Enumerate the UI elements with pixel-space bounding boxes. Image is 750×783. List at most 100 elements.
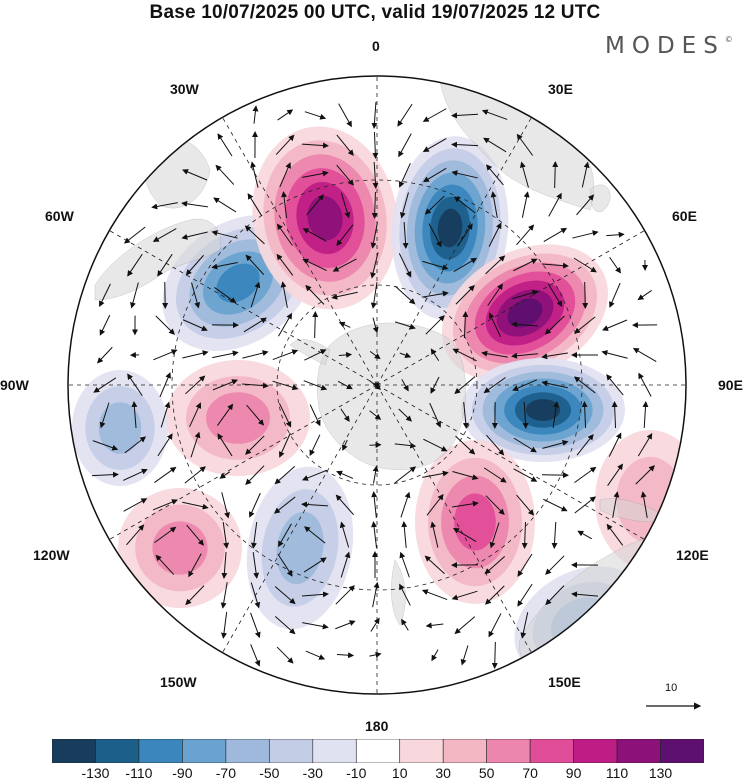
wind-vector: [181, 200, 208, 208]
wind-vector: [301, 469, 328, 481]
label-lon-90e: 90E: [718, 377, 743, 393]
wind-vector: [244, 225, 265, 245]
wind-vector: [422, 470, 449, 478]
wind-vector: [488, 613, 502, 638]
wind-vector: [152, 228, 177, 242]
wind-vector: [491, 641, 498, 669]
wind-vector: [188, 553, 202, 578]
wind-vector: [513, 258, 538, 272]
meridian-line: [376, 384, 645, 540]
wind-vector: [336, 134, 354, 156]
wind-vector: [246, 404, 265, 426]
wind-vector: [122, 468, 148, 481]
wind-vector: [522, 401, 529, 429]
meridian-line: [376, 384, 532, 653]
reference-vector: [646, 702, 702, 710]
wind-vector: [394, 442, 417, 449]
wind-vector: [545, 555, 565, 575]
anomaly-pos-80w: [166, 360, 310, 476]
wind-vector: [91, 471, 119, 478]
graticule: [68, 76, 686, 694]
wind-vector: [304, 111, 327, 120]
wind-vector: [612, 491, 620, 518]
label-lon-120w: 120W: [33, 547, 70, 563]
wind-vector: [394, 466, 417, 484]
wind-vector: [331, 291, 358, 300]
wind-vector: [301, 142, 329, 149]
wind-vector: [552, 161, 559, 189]
wind-vector: [430, 521, 439, 548]
wind-vector: [608, 432, 622, 457]
wind-vector: [371, 521, 378, 548]
wind-vector: [421, 589, 448, 601]
wind-vector: [451, 141, 479, 148]
wind-vector: [214, 287, 237, 304]
anomaly-pos-20w: [252, 126, 398, 310]
wind-vector: [126, 524, 145, 546]
wind-vector: [274, 496, 296, 514]
wind-vector: [123, 226, 146, 244]
wind-vector: [340, 192, 351, 219]
wind-vector: [185, 375, 206, 395]
wind-vector: [516, 494, 535, 516]
wind-vector: [222, 522, 230, 549]
wind-vector: [399, 352, 412, 359]
wind-vector: [487, 283, 503, 307]
wind-vector: [454, 616, 476, 635]
wind-vector: [541, 352, 568, 360]
anomaly-neg-150w: [246, 466, 354, 630]
wind-vector: [638, 372, 652, 397]
wind-vector: [511, 321, 538, 328]
colorbar: [52, 739, 704, 763]
wind-vector: [431, 649, 439, 662]
wind-vector: [335, 620, 356, 630]
wind-vector: [252, 105, 259, 124]
meridian-line: [222, 117, 378, 386]
wind-vector: [481, 109, 508, 120]
wind-vector: [483, 467, 507, 483]
colorbar-swatch: [52, 739, 96, 763]
wind-vector: [276, 223, 293, 246]
wind-vector: [247, 193, 263, 217]
wind-vector: [182, 169, 208, 181]
wind-vector: [397, 103, 413, 127]
colorbar-tick-label: -10: [346, 765, 367, 781]
wind-vector: [422, 108, 447, 122]
wind-vector: [215, 164, 235, 185]
label-lon-30e: 30E: [548, 81, 573, 97]
wind-vector: [277, 109, 294, 121]
wind-vector: [340, 551, 351, 578]
wind-vector: [336, 652, 355, 659]
wind-vector: [306, 194, 324, 216]
wind-vector: [542, 262, 569, 269]
wind-vector: [303, 380, 328, 391]
wind-vector: [394, 321, 416, 330]
wind-vector: [399, 551, 410, 578]
wind-vector: [426, 493, 444, 516]
wind-vector: [609, 256, 621, 274]
wind-vector: [252, 552, 260, 579]
wind-vector: [372, 465, 379, 484]
wind-vector: [485, 255, 506, 275]
wind-vector: [338, 321, 351, 328]
wind-vector: [130, 282, 139, 309]
wind-vectors: [91, 101, 658, 669]
wind-vector: [401, 618, 409, 631]
wind-vector: [336, 164, 354, 186]
wind-vector: [521, 191, 530, 218]
wind-vector: [371, 191, 378, 219]
wind-vector: [573, 376, 596, 394]
wind-vector: [280, 281, 288, 308]
label-lon-180: 180: [365, 718, 389, 734]
wind-vector: [573, 257, 597, 273]
wind-vector: [609, 282, 621, 308]
wind-vector: [632, 347, 657, 362]
wind-vector: [552, 401, 560, 428]
colorbar-swatch: [399, 739, 444, 763]
wind-vector: [424, 195, 445, 215]
wind-vector: [212, 350, 239, 359]
wind-vector: [305, 284, 325, 305]
wind-vector: [212, 379, 238, 391]
wind-vector: [243, 317, 267, 333]
